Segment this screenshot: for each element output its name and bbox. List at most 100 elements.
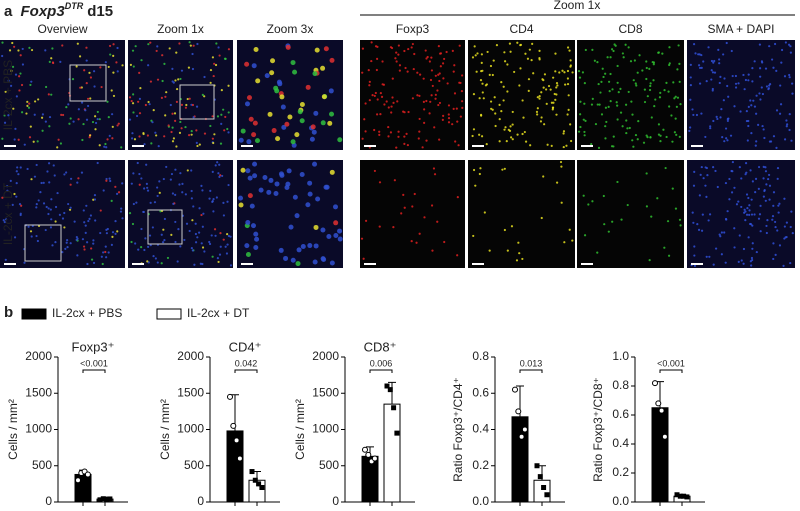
cell — [117, 122, 120, 125]
cell — [556, 84, 559, 87]
cell — [88, 136, 91, 139]
cell — [305, 202, 311, 208]
cell — [459, 115, 462, 118]
cell — [134, 45, 137, 48]
cell — [636, 71, 639, 74]
cell — [596, 103, 599, 106]
cell — [783, 237, 786, 240]
cell — [376, 98, 379, 101]
cell — [108, 134, 111, 137]
cell — [94, 128, 97, 131]
cell — [712, 166, 715, 169]
cell — [85, 118, 89, 121]
cell — [4, 258, 7, 261]
cell — [140, 59, 143, 62]
cell — [93, 85, 96, 88]
cell — [278, 247, 284, 253]
cell — [606, 56, 609, 59]
cell — [201, 225, 204, 228]
cell — [294, 213, 300, 219]
data-point — [107, 496, 113, 502]
cell — [76, 181, 79, 184]
cell — [104, 245, 107, 248]
cell — [296, 247, 302, 253]
cell — [208, 242, 212, 246]
cell — [698, 194, 701, 197]
cell — [498, 140, 501, 143]
cell — [759, 230, 762, 233]
cell — [273, 85, 279, 91]
cell — [44, 120, 47, 123]
cell — [313, 110, 319, 116]
cell — [645, 60, 648, 63]
cell — [695, 113, 699, 117]
cell — [643, 100, 647, 104]
cell — [762, 177, 765, 180]
cell — [516, 41, 519, 44]
cell — [191, 103, 195, 107]
cell — [700, 229, 704, 232]
cell — [754, 191, 757, 194]
cell — [94, 219, 97, 222]
cell — [648, 259, 651, 262]
cell — [543, 123, 546, 126]
cell — [36, 239, 39, 243]
cell — [704, 135, 707, 139]
cell — [739, 110, 742, 113]
cell — [773, 42, 777, 46]
cell — [81, 238, 85, 241]
cell — [761, 61, 764, 64]
cell — [379, 92, 382, 95]
cell — [583, 82, 586, 85]
cell — [772, 242, 775, 245]
cell — [171, 126, 174, 129]
cell — [583, 134, 586, 137]
cell — [88, 217, 91, 220]
cell — [568, 49, 571, 52]
cell — [224, 245, 227, 248]
cell — [380, 95, 384, 98]
cell — [102, 189, 105, 192]
cell — [609, 72, 612, 76]
cell — [91, 120, 95, 124]
cell — [626, 127, 629, 130]
cell — [196, 42, 199, 46]
cell — [222, 238, 225, 241]
cell — [701, 213, 704, 216]
cell — [69, 242, 72, 245]
cell — [172, 81, 175, 84]
cell — [511, 138, 514, 141]
cell — [48, 115, 52, 119]
cell — [650, 215, 653, 218]
cell — [266, 189, 272, 195]
cell — [720, 108, 723, 111]
cell — [274, 181, 280, 187]
cell — [226, 243, 229, 246]
cell — [147, 64, 150, 67]
cell — [642, 141, 646, 144]
cell — [162, 228, 165, 231]
cell — [147, 43, 150, 46]
cell — [503, 60, 507, 63]
cell — [333, 233, 339, 239]
cell — [472, 234, 475, 238]
cell — [749, 169, 752, 172]
cell — [198, 207, 201, 210]
cell — [185, 103, 188, 107]
cell — [607, 105, 610, 108]
y-tick-label: 1.0 — [612, 349, 629, 363]
cell — [725, 137, 728, 140]
cell — [777, 204, 780, 207]
data-point — [384, 383, 390, 389]
cell — [758, 43, 762, 46]
cell — [578, 76, 582, 79]
cell — [47, 93, 50, 96]
cell — [398, 69, 401, 72]
cell — [763, 136, 766, 140]
cell — [503, 228, 506, 232]
cell — [645, 205, 649, 208]
cell — [616, 118, 619, 121]
cell — [109, 53, 112, 56]
cell — [30, 80, 33, 83]
cell — [749, 223, 753, 226]
